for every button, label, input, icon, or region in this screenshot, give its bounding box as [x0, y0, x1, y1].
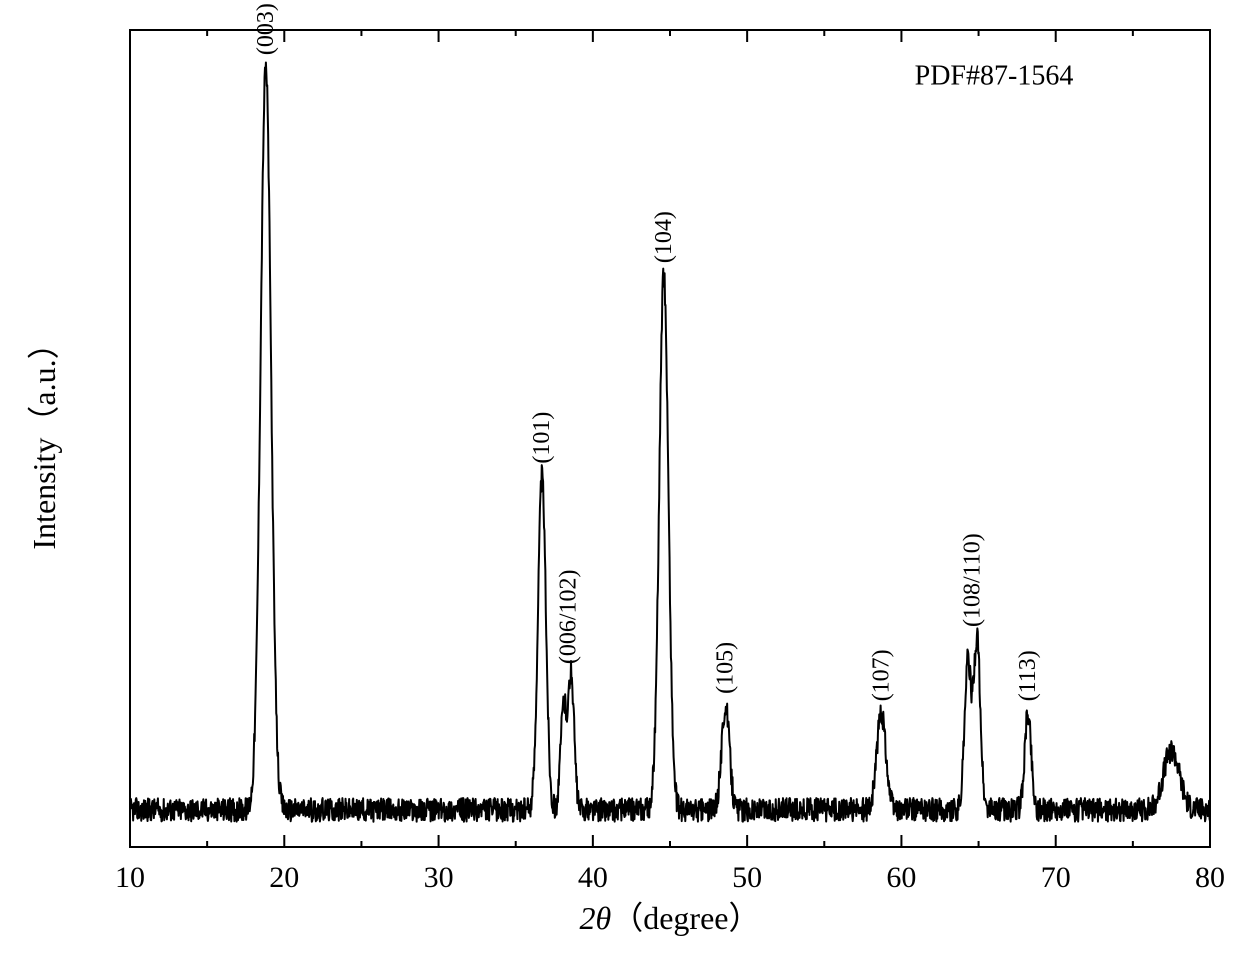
x-tick-label: 80 [1195, 861, 1225, 894]
peak-label: (108/110) [960, 533, 986, 627]
x-tick-label: 50 [732, 861, 762, 894]
x-tick-label: 20 [269, 861, 299, 894]
peak-label: (104) [651, 211, 677, 263]
x-tick-label: 70 [1041, 861, 1071, 894]
xrd-chart: 10 20 30 40 50 60 70 80 2θ（degree） Intensity（a.u.… [0, 0, 1240, 957]
peak-label: (105) [713, 642, 739, 694]
chart-svg: 10 20 30 40 50 60 70 80 2θ（degree） Intensity（a.u.… [0, 0, 1240, 957]
peak-label: (003) [253, 3, 279, 55]
peak-label: (107) [869, 649, 895, 701]
reference-card-label: PDF#87-1564 [915, 61, 1074, 92]
x-tick-label: 60 [886, 861, 916, 894]
peak-label: (113) [1015, 650, 1041, 701]
y-axis-label: Intensity（a.u.） [26, 327, 62, 549]
x-tick-label: 30 [424, 861, 454, 894]
x-axis-label: 2θ（degree） [580, 900, 761, 936]
x-tick-label: 40 [578, 861, 608, 894]
x-tick-label: 10 [115, 861, 145, 894]
peak-label: (006/102) [555, 570, 581, 665]
peak-label: (101) [529, 412, 555, 464]
